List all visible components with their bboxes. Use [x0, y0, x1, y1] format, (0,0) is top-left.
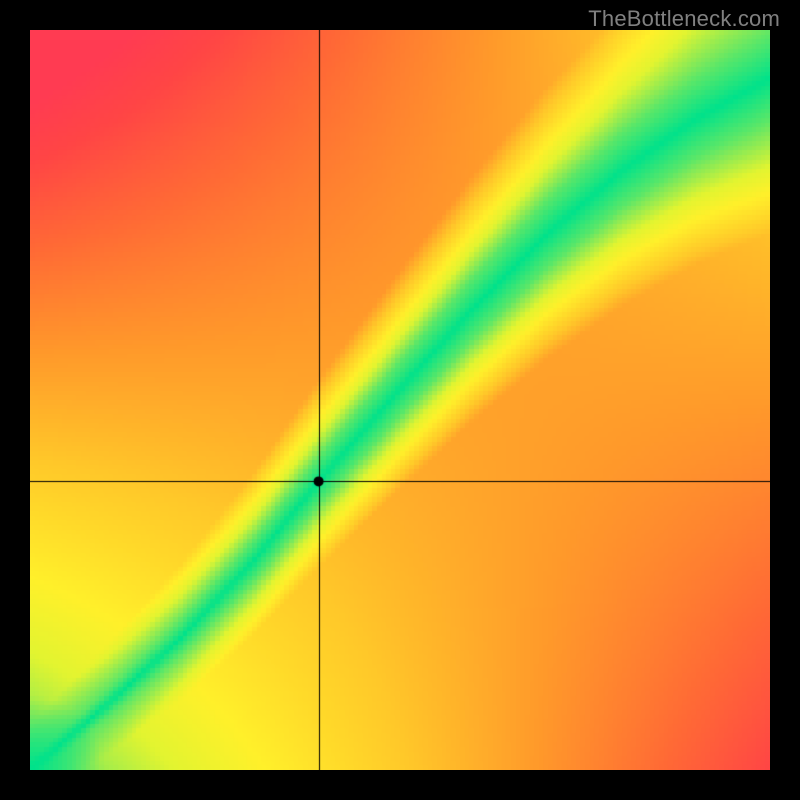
watermark-text: TheBottleneck.com [588, 6, 780, 32]
heatmap-canvas [30, 30, 770, 770]
bottleneck-heatmap [30, 30, 770, 770]
